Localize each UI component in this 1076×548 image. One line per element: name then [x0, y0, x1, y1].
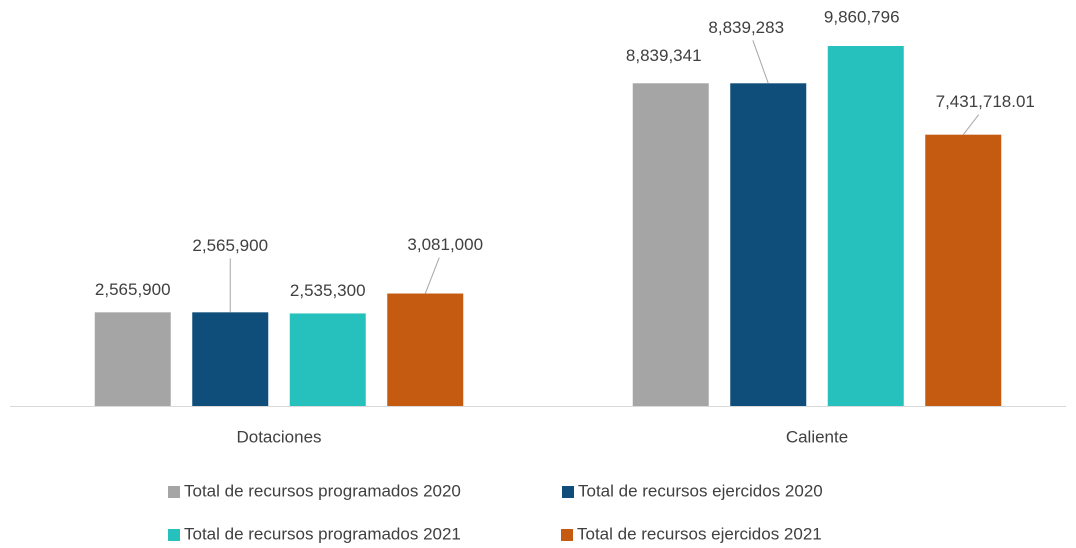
leader-line: [752, 40, 769, 84]
legend-swatch: [561, 529, 573, 541]
data-label: 2,565,900: [95, 280, 171, 299]
legend-swatch: [168, 529, 180, 541]
bar: [632, 83, 709, 406]
bar: [827, 46, 904, 406]
data-label: 8,839,341: [626, 46, 702, 65]
bar: [925, 134, 1002, 407]
leader-line: [962, 114, 980, 135]
data-label: 3,081,000: [407, 235, 483, 254]
legend-swatch: [562, 486, 574, 498]
legend-label: Total de recursos programados 2020: [184, 481, 461, 500]
legend-label: Total de recursos ejercidos 2021: [577, 524, 822, 543]
data-label: 7,431,718.01: [936, 92, 1035, 111]
data-label: 2,535,300: [290, 281, 366, 300]
bar: [289, 313, 366, 406]
x-tick-label: Caliente: [786, 427, 848, 446]
legend-swatch: [168, 486, 180, 498]
leader-line: [424, 257, 440, 294]
legend-label: Total de recursos ejercidos 2020: [578, 481, 823, 500]
bar: [387, 293, 464, 406]
data-label: 8,839,283: [708, 18, 784, 37]
x-tick-label: Dotaciones: [236, 427, 321, 446]
data-label: 2,565,900: [192, 236, 268, 255]
bar: [94, 312, 171, 406]
bar: [192, 312, 269, 406]
legend-label: Total de recursos programados 2021: [184, 524, 461, 543]
bar: [730, 83, 807, 406]
data-label: 9,860,796: [824, 7, 900, 26]
